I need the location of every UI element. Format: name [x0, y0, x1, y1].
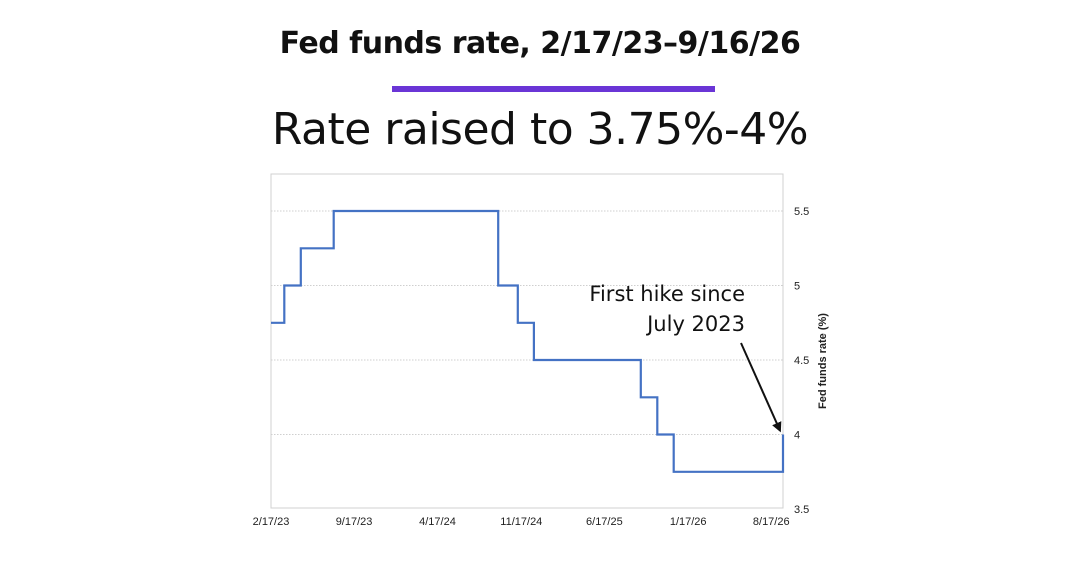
- y-tick-label: 5: [794, 281, 800, 293]
- annotation-line-1: First hike since: [589, 282, 745, 306]
- y-axis-title: Fed funds rate (%): [817, 313, 829, 409]
- series-line: [271, 209, 785, 473]
- x-tick-label: 2/17/23: [253, 516, 290, 528]
- y-axis-ticks: 5.5 5 4.5 4 3.5: [794, 206, 809, 516]
- annotation-arrow: [740, 342, 782, 433]
- x-tick-label: 11/17/24: [500, 516, 542, 528]
- chart-title: Fed funds rate, 2/17/23–9/16/26: [279, 26, 801, 61]
- x-tick-label: 1/17/26: [670, 516, 707, 528]
- x-tick-label: 4/17/24: [419, 516, 456, 528]
- chart-subtitle: Rate raised to 3.75%-4%: [271, 104, 809, 155]
- title-accent-bar: [392, 86, 715, 92]
- y-tick-label: 3.5: [794, 504, 809, 516]
- x-axis-ticks: 2/17/23 9/17/23 4/17/24 11/17/24 6/17/25 1/17…: [253, 516, 790, 528]
- y-tick-label: 4: [794, 430, 800, 442]
- y-tick-label: 4.5: [794, 355, 809, 367]
- x-tick-label: 9/17/23: [336, 516, 373, 528]
- y-tick-label: 5.5: [794, 206, 809, 218]
- x-tick-label: 6/17/25: [586, 516, 623, 528]
- plot-frame: [270, 173, 784, 509]
- annotation-line-2: July 2023: [645, 312, 745, 336]
- x-tick-label: 8/17/26: [753, 516, 790, 528]
